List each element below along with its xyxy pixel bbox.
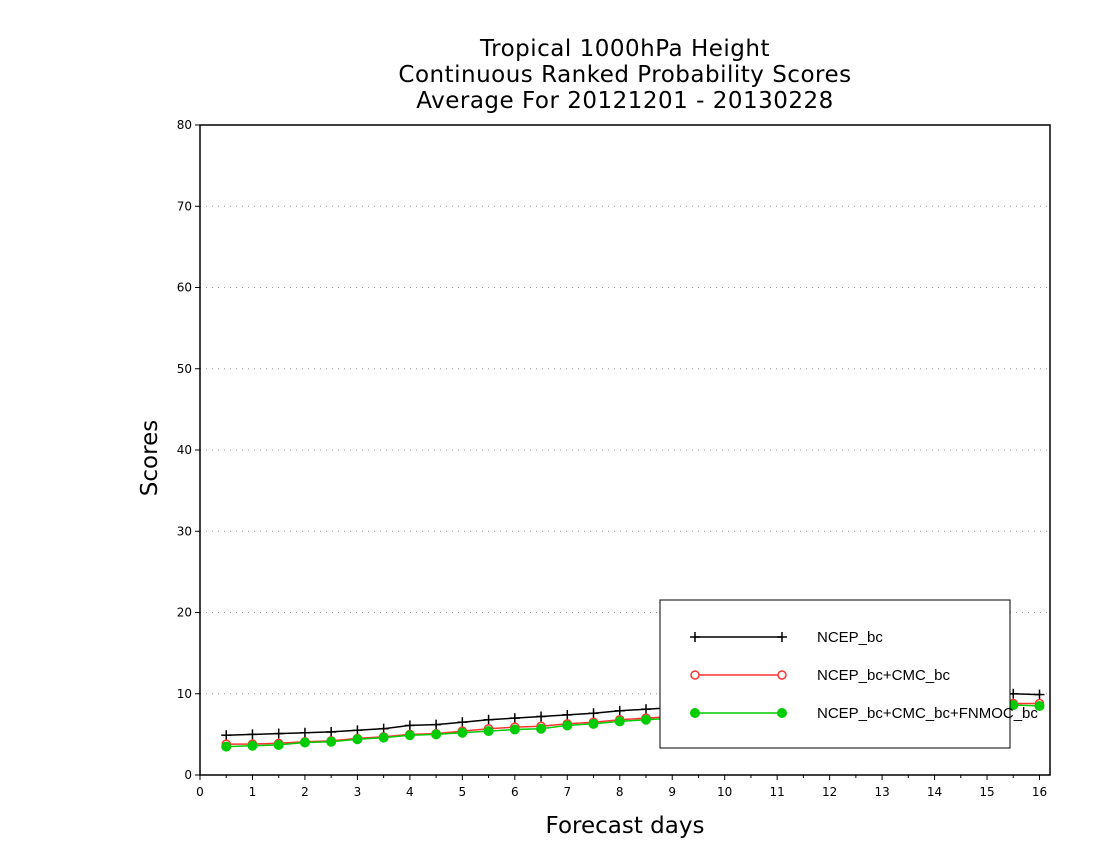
x-tick-label: 1 bbox=[249, 785, 257, 799]
data-point bbox=[273, 728, 284, 739]
data-point bbox=[536, 711, 547, 722]
data-point bbox=[326, 736, 337, 747]
x-tick-label: 7 bbox=[563, 785, 571, 799]
data-point bbox=[404, 720, 415, 731]
y-tick-label: 20 bbox=[177, 606, 192, 620]
data-point bbox=[614, 705, 625, 716]
data-point bbox=[247, 729, 258, 740]
y-tick-label: 60 bbox=[177, 281, 192, 295]
data-point bbox=[640, 714, 651, 725]
legend-label: NCEP_bc bbox=[817, 629, 883, 646]
x-tick-label: 11 bbox=[770, 785, 785, 799]
data-point bbox=[404, 730, 415, 741]
data-point bbox=[483, 726, 494, 737]
data-point bbox=[1034, 700, 1045, 711]
x-tick-label: 9 bbox=[668, 785, 676, 799]
x-tick-label: 8 bbox=[616, 785, 624, 799]
data-point bbox=[273, 739, 284, 750]
data-point bbox=[457, 717, 468, 728]
data-point bbox=[588, 718, 599, 729]
y-tick-label: 70 bbox=[177, 199, 192, 213]
chart-title-line-1: Tropical 1000hPa Height bbox=[479, 36, 770, 62]
y-tick-label: 0 bbox=[184, 768, 192, 782]
chart-title-line-3: Average For 20121201 - 20130228 bbox=[416, 88, 834, 114]
x-tick-label: 6 bbox=[511, 785, 519, 799]
data-point bbox=[299, 727, 310, 738]
data-point bbox=[352, 725, 363, 736]
data-point bbox=[221, 730, 232, 741]
y-tick-label: 80 bbox=[177, 118, 192, 132]
legend-entry: NCEP_bc bbox=[690, 629, 883, 646]
data-point bbox=[431, 729, 442, 740]
chart-title-line-2: Continuous Ranked Probability Scores bbox=[398, 62, 852, 88]
x-tick-label: 16 bbox=[1032, 785, 1047, 799]
data-point bbox=[562, 720, 573, 731]
data-point bbox=[221, 741, 232, 752]
data-point bbox=[1034, 689, 1045, 700]
y-axis-label: Scores bbox=[137, 420, 163, 496]
x-tick-label: 0 bbox=[196, 785, 204, 799]
y-tick-label: 10 bbox=[177, 687, 192, 701]
legend-box bbox=[659, 599, 1011, 749]
x-tick-label: 2 bbox=[301, 785, 309, 799]
legend-marker bbox=[690, 670, 700, 680]
y-tick-label: 40 bbox=[177, 443, 192, 457]
data-point bbox=[352, 734, 363, 745]
data-point bbox=[536, 723, 547, 734]
data-point bbox=[640, 704, 651, 715]
legend-label: NCEP_bc+CMC_bc bbox=[817, 667, 950, 684]
data-point bbox=[509, 724, 520, 735]
x-tick-label: 3 bbox=[354, 785, 362, 799]
x-tick-label: 10 bbox=[717, 785, 732, 799]
x-tick-label: 5 bbox=[459, 785, 467, 799]
chart-title: Tropical 1000hPa Height Continuous Ranke… bbox=[200, 36, 1050, 114]
data-point bbox=[326, 726, 337, 737]
data-point bbox=[247, 740, 258, 751]
data-point bbox=[457, 727, 468, 738]
y-tick-label: 30 bbox=[177, 524, 192, 538]
data-point bbox=[562, 709, 573, 720]
legend-marker bbox=[777, 708, 787, 718]
legend-entry: NCEP_bc+CMC_bc+FNMOC_bc bbox=[690, 705, 1038, 722]
x-tick-label: 14 bbox=[927, 785, 942, 799]
data-point bbox=[483, 714, 494, 725]
data-point bbox=[509, 713, 520, 724]
legend-marker bbox=[690, 632, 700, 642]
data-point bbox=[588, 708, 599, 719]
legend-label: NCEP_bc+CMC_bc+FNMOC_bc bbox=[817, 705, 1038, 722]
legend-marker bbox=[777, 632, 787, 642]
legend-marker bbox=[777, 670, 787, 680]
x-tick-label: 4 bbox=[406, 785, 414, 799]
data-point bbox=[299, 737, 310, 748]
x-tick-label: 15 bbox=[979, 785, 994, 799]
data-point bbox=[378, 732, 389, 743]
x-tick-label: 13 bbox=[874, 785, 889, 799]
legend: NCEP_bc NCEP_bc+CMC_bc NCEP_bc+CMC_bc+FNMO… bbox=[659, 599, 1038, 749]
legend-marker bbox=[690, 708, 700, 718]
data-point bbox=[431, 719, 442, 730]
x-tick-label: 12 bbox=[822, 785, 837, 799]
x-axis-label: Forecast days bbox=[546, 813, 705, 839]
y-tick-label: 50 bbox=[177, 362, 192, 376]
data-point bbox=[378, 723, 389, 734]
legend-entry: NCEP_bc+CMC_bc bbox=[690, 667, 950, 684]
data-point bbox=[614, 716, 625, 727]
